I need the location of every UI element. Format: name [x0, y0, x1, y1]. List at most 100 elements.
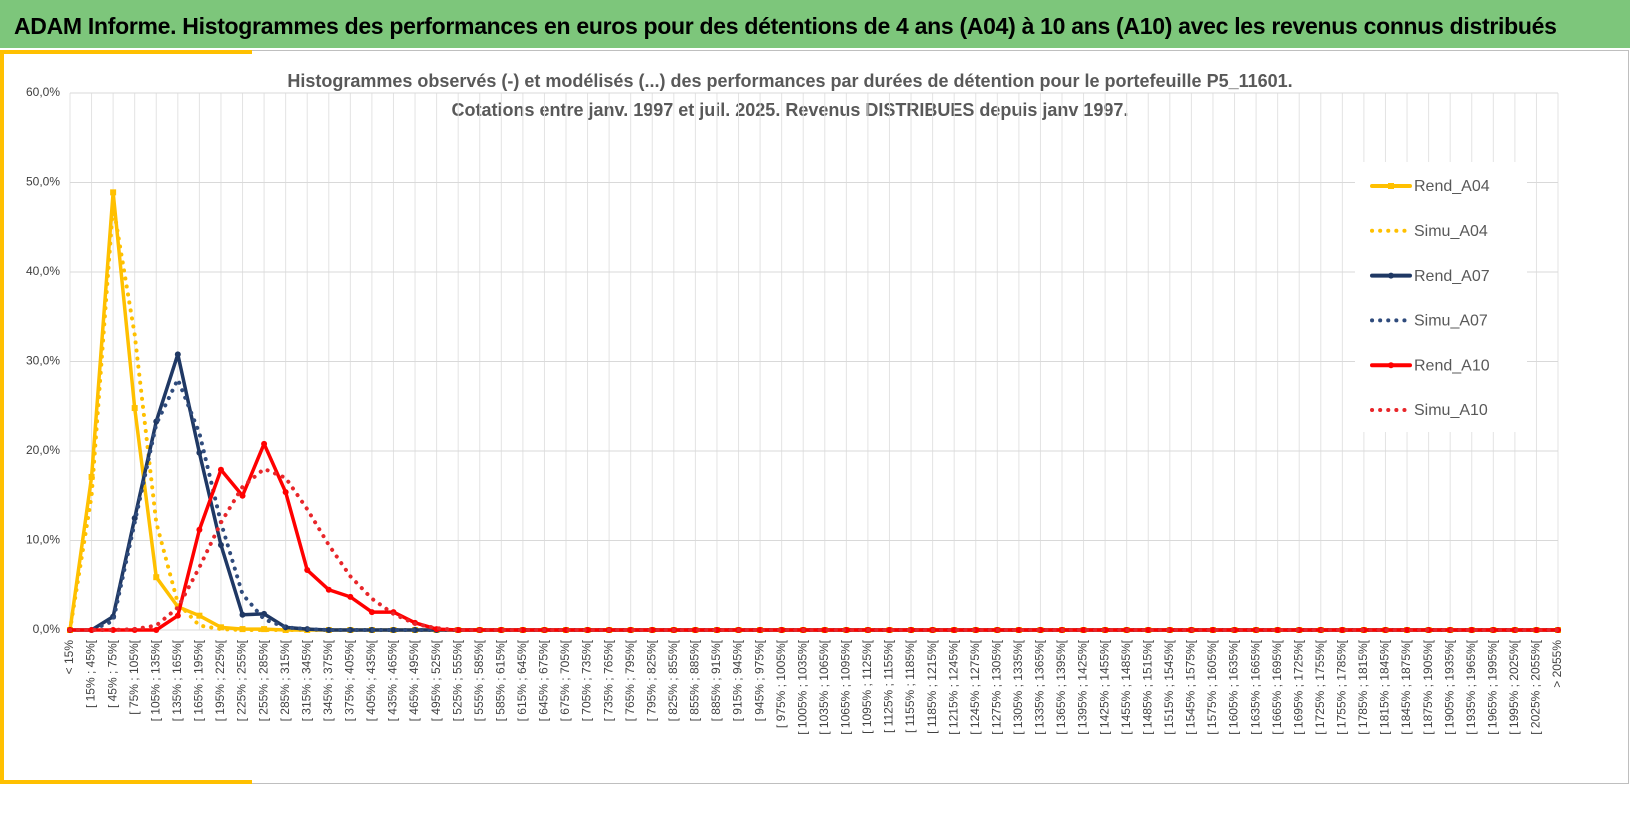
x-tick-label: [ 1995% ; 2025%[ — [1507, 639, 1521, 734]
x-tick-label: [ 225% ; 255%[ — [235, 639, 249, 721]
x-tick-label: [ 135% ; 165%[ — [170, 639, 184, 721]
marker — [325, 586, 332, 593]
x-tick-label: [ 1965% ; 1995%[ — [1485, 639, 1499, 734]
x-tick-label: [ 705% ; 735%[ — [580, 639, 594, 721]
x-tick-label: [ 1095% ; 1125%[ — [860, 639, 874, 734]
x-tick-label: [ 1605% ; 1635%[ — [1227, 639, 1241, 734]
x-tick-label: [ 1455% ; 1485%[ — [1119, 639, 1133, 734]
x-tick-label: [ 885% ; 915%[ — [709, 639, 723, 721]
marker — [304, 567, 311, 574]
x-tick-label: [ 1665% ; 1695%[ — [1270, 639, 1284, 734]
x-tick-label: [ 285% ; 315%[ — [278, 639, 292, 721]
legend-items: Rend_A04 Simu_A04 Rend_A07 Simu_A07 Rend_A10… — [1370, 178, 1490, 419]
marker — [217, 541, 224, 548]
y-tick-label: 20,0% — [26, 443, 60, 457]
x-tick-label: [ 1425% ; 1455%[ — [1097, 639, 1111, 734]
x-tick-label: [ 1245% ; 1275%[ — [968, 639, 982, 734]
x-tick-label: [ 525% ; 555%[ — [450, 639, 464, 721]
x-tick-label: [ 195% ; 225%[ — [213, 639, 227, 721]
y-tick-label: 10,0% — [26, 533, 60, 547]
marker — [951, 627, 958, 633]
x-tick-label: [ 585% ; 615%[ — [493, 639, 507, 721]
marker — [153, 574, 160, 581]
legend-marker — [1388, 183, 1394, 189]
x-tick-label: [ 1845% ; 1875%[ — [1399, 639, 1413, 734]
x-tick-label: [ 1005% ; 1035%[ — [795, 639, 809, 734]
marker — [390, 627, 397, 633]
x-tick-label: [ 1815% ; 1845%[ — [1378, 639, 1392, 734]
x-tick-label: [ 615% ; 645%[ — [515, 639, 529, 721]
x-tick-label: [ 105% ; 135%[ — [148, 639, 162, 721]
x-tick-label: [ 1215% ; 1245%[ — [946, 639, 960, 734]
x-tick-label: [ 2025% ; 2055%[ — [1529, 639, 1543, 734]
legend-label: Simu_A10 — [1414, 402, 1488, 419]
x-tick-label: [ 1305% ; 1335%[ — [1011, 639, 1025, 734]
marker — [1468, 627, 1475, 633]
marker — [174, 612, 181, 619]
marker — [239, 611, 246, 618]
marker — [325, 627, 332, 633]
x-tick-label: [ 795% ; 825%[ — [644, 639, 658, 721]
x-tick-label: [ 1935% ; 1965%[ — [1464, 639, 1478, 734]
x-tick-label: [ 1755% ; 1785%[ — [1335, 639, 1349, 734]
x-tick-label: > 2055% — [1550, 640, 1564, 688]
x-tick-label: [ 1335% ; 1365%[ — [1033, 639, 1047, 734]
x-tick-label: [ 945% ; 975%[ — [752, 639, 766, 721]
x-tick-label: [ 1905% ; 1935%[ — [1442, 639, 1456, 734]
marker — [368, 609, 375, 616]
x-tick-label: [ 495% ; 525%[ — [429, 639, 443, 721]
x-tick-label: [ 1365% ; 1395%[ — [1054, 639, 1068, 734]
marker — [196, 449, 203, 456]
x-tick-label: [ 1155% ; 1185%[ — [903, 639, 917, 733]
marker — [261, 626, 268, 633]
marker — [217, 624, 224, 631]
marker — [282, 489, 289, 496]
y-tick-label: 0,0% — [33, 622, 61, 636]
plot — [67, 189, 1561, 633]
x-tick-label: [ 45% ; 75%[ — [105, 639, 119, 708]
legend-label: Simu_A07 — [1414, 313, 1488, 330]
x-tick-label: [ 975% ; 1005%[ — [774, 639, 788, 728]
x-tick-label: [ 15% ; 45%[ — [84, 639, 98, 708]
x-tick-label: [ 825% ; 855%[ — [666, 639, 680, 721]
legend-marker — [1388, 272, 1394, 279]
x-tick-label: [ 735% ; 765%[ — [601, 639, 615, 721]
x-tick-label: [ 1575% ; 1605%[ — [1205, 639, 1219, 734]
legend — [1355, 162, 1527, 432]
marker — [1339, 627, 1346, 633]
x-tick-label: [ 1485% ; 1515%[ — [1140, 639, 1154, 734]
marker — [174, 351, 181, 358]
marker — [1274, 627, 1281, 633]
x-tick-label: [ 255% ; 285%[ — [256, 639, 270, 721]
y-tick-label: 50,0% — [26, 175, 60, 189]
marker — [131, 405, 138, 412]
legend-label: Rend_A04 — [1414, 178, 1490, 195]
chart-title: Histogrammes observés (-) et modélisés (… — [287, 71, 1292, 91]
series-line — [68, 190, 1560, 632]
y-tick-label: 60,0% — [26, 85, 60, 99]
x-tick-label: [ 1065% ; 1095%[ — [839, 639, 853, 734]
marker — [131, 515, 138, 522]
y-tick-label: 30,0% — [26, 354, 60, 368]
series-line — [68, 377, 1560, 632]
x-tick-label: [ 555% ; 585%[ — [472, 639, 486, 721]
x-tick-label: [ 765% ; 795%[ — [623, 639, 637, 721]
x-tick-label: [ 375% ; 405%[ — [343, 639, 357, 721]
x-tick-label: < 15% — [62, 640, 76, 675]
x-tick-label: [ 1125% ; 1155%[ — [882, 639, 896, 733]
x-tick-label: [ 1275% ; 1305%[ — [989, 639, 1003, 734]
x-tick-label: [ 315% ; 345%[ — [299, 639, 313, 721]
marker — [519, 627, 526, 633]
x-tick-label: [ 915% ; 945%[ — [731, 639, 745, 721]
x-tick-label: [ 435% ; 465%[ — [386, 639, 400, 721]
marker — [1404, 627, 1411, 633]
x-tick-label: [ 405% ; 435%[ — [364, 639, 378, 721]
marker — [196, 526, 203, 533]
series-line — [68, 442, 1560, 632]
marker — [1015, 627, 1022, 633]
x-tick-label: [ 345% ; 375%[ — [321, 639, 335, 721]
x-tick-label: [ 1035% ; 1065%[ — [817, 639, 831, 734]
x-tick-label: [ 165% ; 195%[ — [192, 639, 206, 721]
